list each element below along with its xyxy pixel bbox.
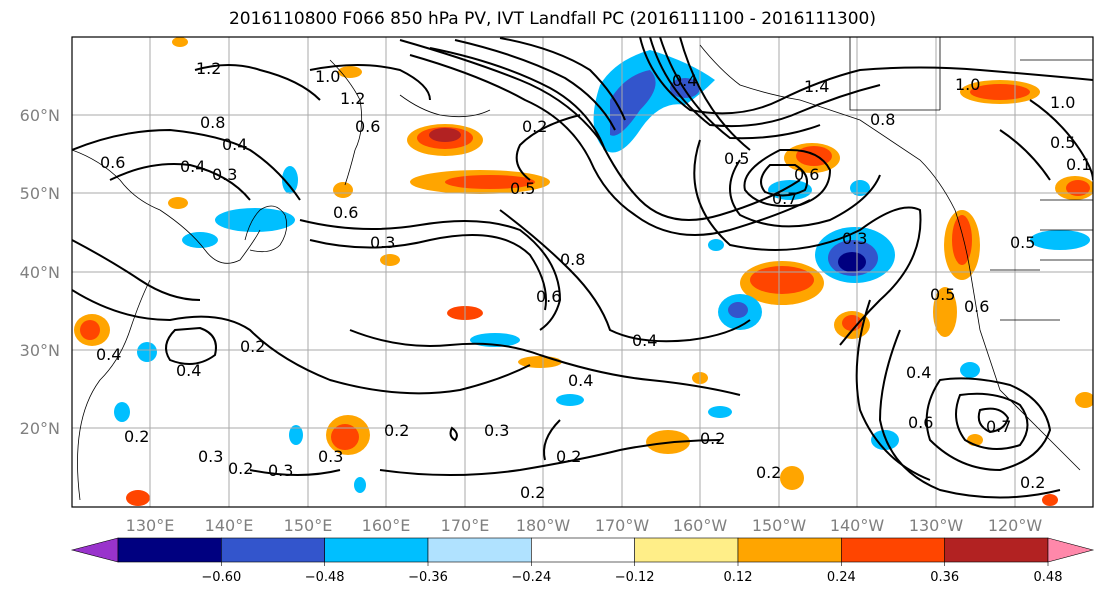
colorbar-tick-label: −0.24	[511, 570, 551, 585]
colorbar-segment	[841, 537, 945, 563]
lon-label: 130°W	[909, 516, 964, 535]
contour-label: 0.2	[228, 459, 253, 478]
contour-label: 0.4	[180, 157, 205, 176]
contour-label: 0.3	[370, 233, 395, 252]
colorbar-tick-label: 0.36	[930, 570, 959, 585]
contour-label: 1.0	[315, 67, 340, 86]
colorbar-segment	[221, 537, 325, 563]
contour-label: 0.6	[333, 203, 358, 222]
map-frame	[71, 36, 1094, 508]
contour-label: 0.8	[200, 113, 225, 132]
colorbar-extend-low	[70, 537, 119, 563]
colorbar-segment	[737, 537, 842, 563]
lon-label: 150°W	[752, 516, 807, 535]
colorbar-segment	[117, 537, 222, 563]
lat-label: 60°N	[20, 106, 60, 125]
contour-label: 0.2	[700, 429, 725, 448]
contour-label: 0.5	[930, 285, 955, 304]
colorbar-segment	[531, 537, 635, 563]
contour-label: 0.3	[198, 447, 223, 466]
contour-label: 0.2	[522, 117, 547, 136]
colorbar-tick-labels: −0.60 −0.48 −0.36 −0.24 −0.12 0.12 0.24 0.36 0.4…	[201, 570, 1063, 585]
contour-label: 0.2	[1020, 473, 1045, 492]
colorbar-tick-label: 0.48	[1034, 570, 1063, 585]
contour-label: 0.7	[772, 189, 797, 208]
colorbar-segment	[324, 537, 429, 563]
contour-label: 1.4	[804, 77, 829, 96]
lon-label: 160°W	[673, 516, 728, 535]
colorbar-tick-label: −0.12	[615, 570, 655, 585]
lon-label: 140°W	[830, 516, 885, 535]
lat-label: 30°N	[20, 341, 60, 360]
colorbar-tick-label: 0.12	[724, 570, 753, 585]
contour-label: 0.4	[568, 371, 593, 390]
lon-label: 170°W	[595, 516, 650, 535]
contour-label: 0.2	[384, 421, 409, 440]
contour-label: 0.4	[176, 361, 201, 380]
contour-label: 1.2	[196, 59, 221, 78]
contour-label: 0.5	[510, 179, 535, 198]
contour-label: 0.2	[240, 337, 265, 356]
contour-label: 0.3	[212, 165, 237, 184]
contour-label: 0.6	[355, 117, 380, 136]
contour-label: 0.1	[1066, 155, 1091, 174]
ivt-contours	[72, 37, 1093, 499]
contour-label: 0.4	[632, 331, 657, 350]
colorbar-tick-label: −0.36	[408, 570, 448, 585]
contour-label: 0.6	[908, 413, 933, 432]
colorbar-extend-high	[1047, 537, 1095, 563]
contour-labels: 1.2 1.0 1.0 1.2 0.8 0.8 0.6 0.4 0.6 0.6 …	[96, 59, 1091, 502]
contour-label: 0.2	[520, 483, 545, 502]
graticule	[72, 37, 1093, 507]
colorbar-segment	[427, 537, 532, 563]
contour-label: 0.2	[124, 427, 149, 446]
contour-label: 0.8	[870, 110, 895, 129]
contour-label: 1.0	[955, 75, 980, 94]
colorbar-segment	[634, 537, 739, 563]
contour-label: 0.3	[268, 461, 293, 480]
lat-label: 40°N	[20, 263, 60, 282]
contour-label: 1.0	[1050, 93, 1075, 112]
map-title: 2016110800 F066 850 hPa PV, IVT Landfall…	[228, 9, 876, 29]
contour-label: 0.6	[100, 153, 125, 172]
latitude-labels: 60°N 50°N 40°N 30°N 20°N	[20, 106, 60, 438]
lon-label: 180°W	[516, 516, 571, 535]
contour-label: 0.5	[1050, 133, 1075, 152]
lon-label: 160°E	[362, 516, 411, 535]
lat-label: 50°N	[20, 184, 60, 203]
contour-label: 0.3	[842, 229, 867, 248]
contour-label: 0.5	[1010, 233, 1035, 252]
colorbar-tick-label: 0.24	[827, 570, 856, 585]
contour-label: 1.2	[340, 89, 365, 108]
contour-label: 0.8	[560, 250, 585, 269]
contour-label: 0.4	[96, 345, 121, 364]
pv-anomaly-fills	[74, 37, 1093, 506]
contour-label: 0.7	[986, 417, 1011, 436]
contour-label: 0.6	[794, 165, 819, 184]
longitude-labels: 130°E 140°E 150°E 160°E 170°E 180°W 170°…	[126, 516, 1043, 535]
contour-label: 0.5	[724, 149, 749, 168]
contour-label: 0.2	[556, 447, 581, 466]
colorbar	[70, 537, 1095, 566]
lon-label: 170°E	[441, 516, 490, 535]
lon-label: 130°E	[126, 516, 175, 535]
contour-label: 0.6	[536, 287, 561, 306]
lon-label: 140°E	[205, 516, 254, 535]
contour-label: 0.3	[318, 447, 343, 466]
contour-label: 0.4	[906, 363, 931, 382]
colorbar-segment	[944, 537, 1049, 563]
contour-label: 0.2	[756, 463, 781, 482]
lat-label: 20°N	[20, 419, 60, 438]
colorbar-tick-label: −0.60	[201, 570, 241, 585]
lon-label: 150°E	[284, 516, 333, 535]
lon-label: 120°W	[988, 516, 1043, 535]
contour-label: 0.4	[222, 135, 247, 154]
contour-label: 0.6	[964, 297, 989, 316]
colorbar-tick-label: −0.48	[305, 570, 345, 585]
contour-label: 0.4	[672, 71, 697, 90]
contour-label: 0.3	[484, 421, 509, 440]
